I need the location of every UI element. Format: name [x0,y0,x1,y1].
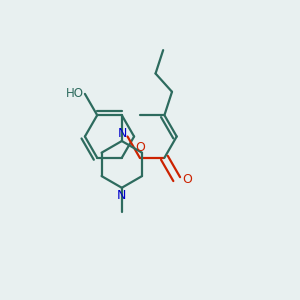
Text: N: N [117,189,126,202]
Text: O: O [182,172,192,186]
Text: N: N [117,127,127,140]
Text: HO: HO [66,87,84,101]
Text: O: O [136,141,145,154]
